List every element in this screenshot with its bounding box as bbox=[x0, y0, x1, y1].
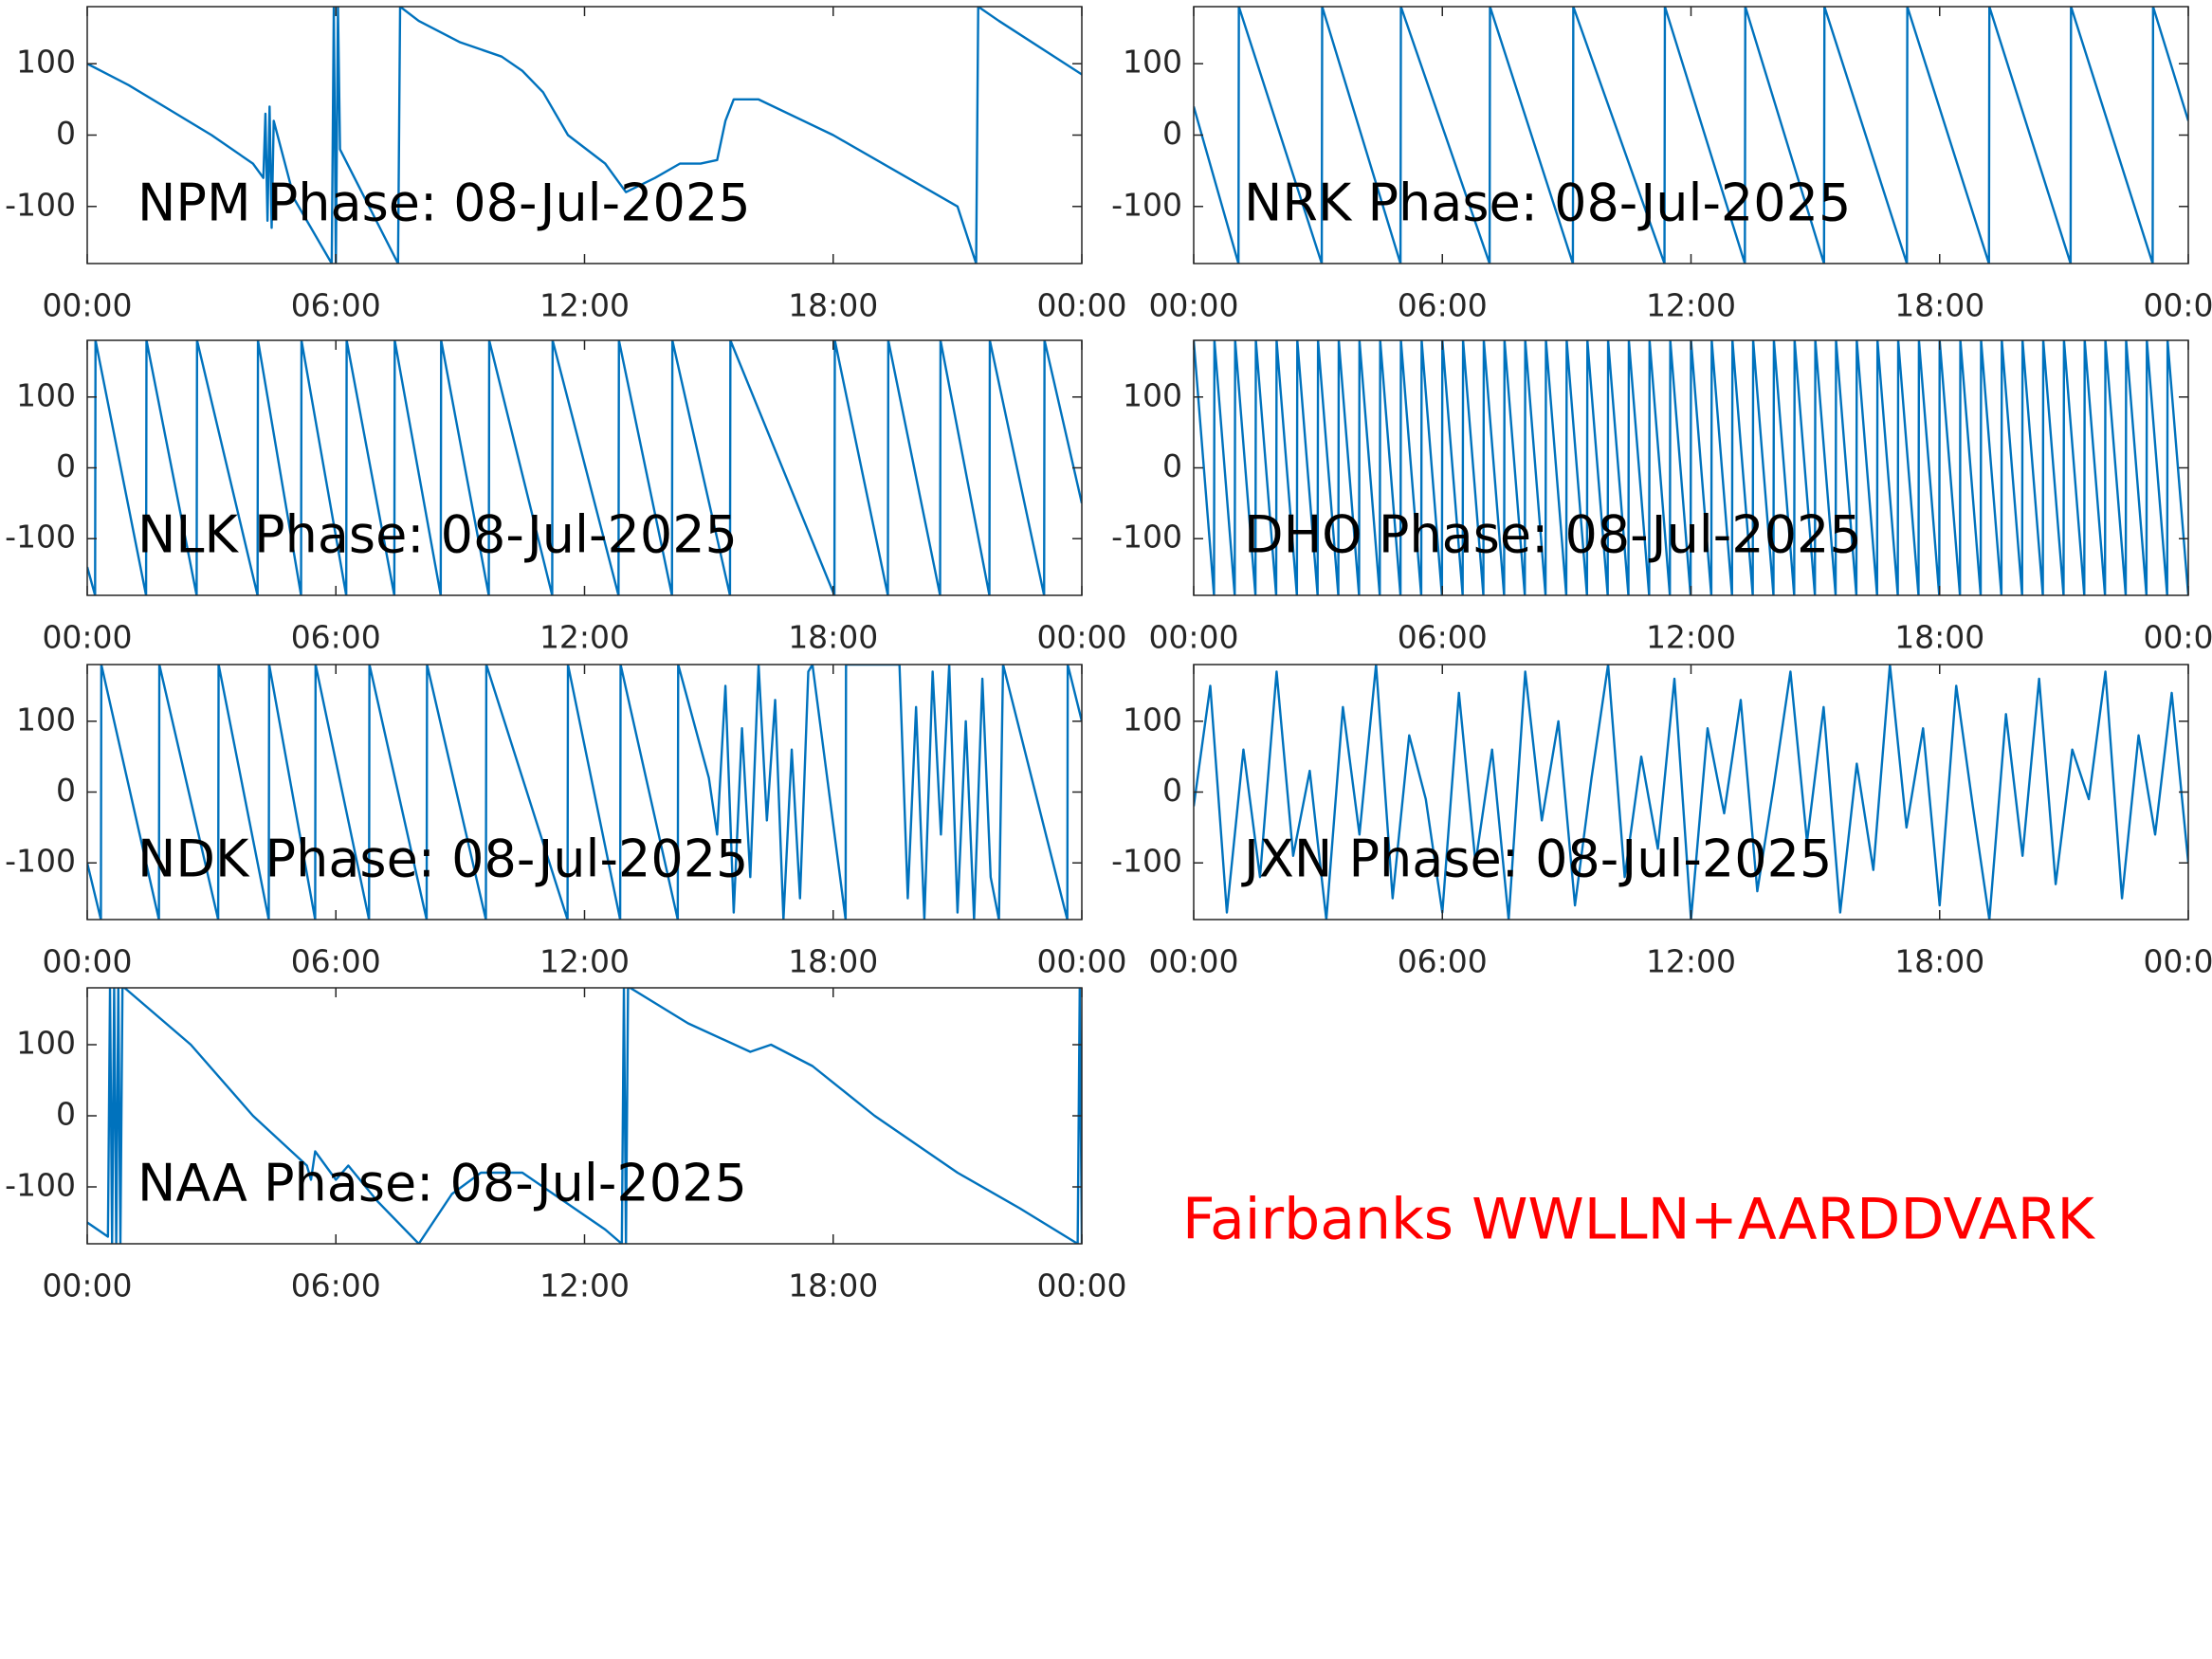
y-tick-label: -100 bbox=[5, 1167, 76, 1204]
y-tick-label: -100 bbox=[1111, 186, 1182, 223]
y-tick-label: -100 bbox=[1111, 519, 1182, 556]
x-tick-label: 00:00 bbox=[1036, 287, 1126, 324]
y-tick-label: -100 bbox=[1111, 843, 1182, 880]
x-tick-label: 00:00 bbox=[42, 1267, 132, 1304]
subplot-title: DHO Phase: 08-Jul-2025 bbox=[1244, 505, 1862, 565]
y-tick-label: 100 bbox=[1123, 44, 1182, 81]
y-tick-label: 100 bbox=[16, 1025, 76, 1062]
x-tick-label: 00:00 bbox=[2143, 619, 2212, 656]
subplot-title: NRK Phase: 08-Jul-2025 bbox=[1244, 173, 1851, 233]
y-tick-label: 100 bbox=[16, 376, 76, 413]
x-tick-label: 12:00 bbox=[539, 619, 630, 656]
data-line bbox=[1194, 665, 2188, 920]
subplot: -100 0 100 00:00 06:00 12:00 18:00 00:00 JXN Pha… bbox=[1111, 664, 2212, 980]
y-tick-label: 100 bbox=[1123, 376, 1182, 413]
y-tick-label: 0 bbox=[1162, 772, 1182, 809]
y-tick-label: 0 bbox=[56, 447, 76, 484]
y-tick-label: -100 bbox=[5, 519, 76, 556]
subplot: -100 0 100 00:00 06:00 12:00 18:00 00:00 DHO Pha… bbox=[1111, 339, 2212, 656]
subplot: -100 0 100 00:00 06:00 12:00 18:00 00:00 NLK Pha… bbox=[5, 339, 1127, 656]
subplot: -100 0 100 00:00 06:00 12:00 18:00 00:00 NAA Pha… bbox=[5, 987, 1127, 1304]
x-tick-label: 00:00 bbox=[42, 619, 132, 656]
subplot-title: NAA Phase: 08-Jul-2025 bbox=[137, 1154, 747, 1213]
x-tick-label: 18:00 bbox=[1894, 619, 1984, 656]
data-line bbox=[87, 7, 1082, 264]
figure-annotation: Fairbanks WWLLN+AARDDVARK bbox=[1182, 1187, 2095, 1253]
y-tick-label: 100 bbox=[16, 701, 76, 738]
x-tick-label: 12:00 bbox=[539, 1267, 630, 1304]
x-tick-label: 06:00 bbox=[291, 1267, 381, 1304]
x-tick-label: 00:00 bbox=[1148, 943, 1238, 980]
x-tick-label: 00:00 bbox=[2143, 943, 2212, 980]
y-tick-label: 0 bbox=[56, 115, 76, 152]
subplot-title: JXN Phase: 08-Jul-2025 bbox=[1241, 830, 1832, 889]
y-tick-label: 0 bbox=[1162, 115, 1182, 152]
x-tick-label: 06:00 bbox=[291, 619, 381, 656]
y-tick-label: 100 bbox=[1123, 701, 1182, 738]
x-tick-label: 00:00 bbox=[1148, 287, 1238, 324]
data-line bbox=[1194, 7, 2188, 264]
subplot-title: NLK Phase: 08-Jul-2025 bbox=[137, 505, 738, 565]
x-tick-label: 12:00 bbox=[1646, 619, 1736, 656]
x-tick-label: 18:00 bbox=[1894, 287, 1984, 324]
subplot-title: NDK Phase: 08-Jul-2025 bbox=[137, 830, 748, 889]
x-tick-label: 18:00 bbox=[788, 1267, 878, 1304]
subplot: -100 0 100 00:00 06:00 12:00 18:00 00:00 NRK Pha… bbox=[1111, 6, 2212, 324]
x-tick-label: 12:00 bbox=[539, 287, 630, 324]
data-line bbox=[1194, 340, 2188, 595]
data-line bbox=[87, 988, 1082, 1244]
x-tick-label: 12:00 bbox=[1646, 287, 1736, 324]
y-tick-label: 0 bbox=[56, 772, 76, 809]
x-tick-label: 12:00 bbox=[1646, 943, 1736, 980]
y-tick-label: -100 bbox=[5, 843, 76, 880]
y-tick-label: 0 bbox=[1162, 447, 1182, 484]
x-tick-label: 00:00 bbox=[42, 943, 132, 980]
x-tick-label: 06:00 bbox=[291, 287, 381, 324]
x-tick-label: 06:00 bbox=[291, 943, 381, 980]
y-tick-label: 0 bbox=[56, 1096, 76, 1133]
x-tick-label: 00:00 bbox=[42, 287, 132, 324]
data-line bbox=[87, 665, 1082, 920]
x-tick-label: 18:00 bbox=[1894, 943, 1984, 980]
x-tick-label: 18:00 bbox=[788, 287, 878, 324]
y-tick-label: -100 bbox=[5, 186, 76, 223]
x-tick-label: 00:00 bbox=[1036, 619, 1126, 656]
x-tick-label: 06:00 bbox=[1398, 287, 1488, 324]
x-tick-label: 00:00 bbox=[1036, 1267, 1126, 1304]
subplot: -100 0 100 00:00 06:00 12:00 18:00 00:00 NPM Pha… bbox=[5, 6, 1127, 324]
x-tick-label: 00:00 bbox=[1036, 943, 1126, 980]
subplot: -100 0 100 00:00 06:00 12:00 18:00 00:00 NDK Pha… bbox=[5, 664, 1127, 980]
x-tick-label: 06:00 bbox=[1398, 943, 1488, 980]
data-line bbox=[87, 340, 1082, 595]
x-tick-label: 18:00 bbox=[788, 619, 878, 656]
x-tick-label: 18:00 bbox=[788, 943, 878, 980]
x-tick-label: 06:00 bbox=[1398, 619, 1488, 656]
y-tick-label: 100 bbox=[16, 44, 76, 81]
x-tick-label: 00:00 bbox=[2143, 287, 2212, 324]
subplot-title: NPM Phase: 08-Jul-2025 bbox=[137, 173, 751, 233]
x-tick-label: 12:00 bbox=[539, 943, 630, 980]
x-tick-label: 00:00 bbox=[1148, 619, 1238, 656]
